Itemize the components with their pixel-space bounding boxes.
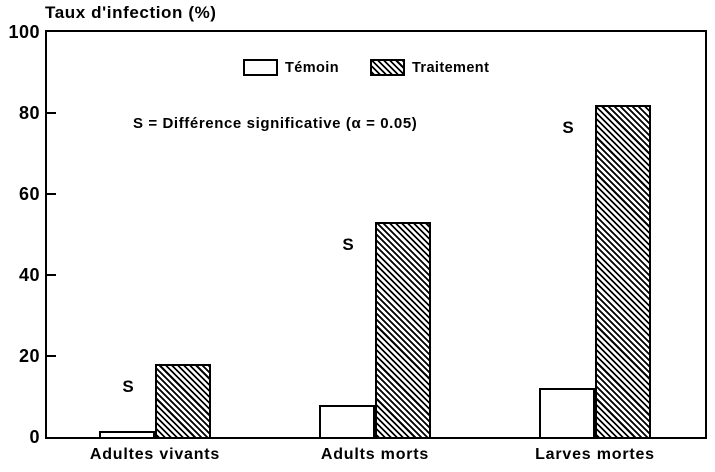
bar-temoin-0 xyxy=(99,431,155,437)
legend-swatch-traitement xyxy=(369,59,405,76)
y-axis-tick-mark xyxy=(47,274,56,276)
y-axis-tick-mark xyxy=(47,193,56,195)
bar-traitement-1 xyxy=(375,222,431,437)
y-axis-tick-label: 20 xyxy=(18,346,40,366)
legend-label-temoin: Témoin xyxy=(285,59,339,76)
legend-swatch-temoin xyxy=(243,59,278,76)
y-axis-tick-mark xyxy=(47,112,56,114)
bar-temoin-1 xyxy=(319,405,375,437)
y-axis-tick-label: 60 xyxy=(18,184,40,204)
bar-traitement-2 xyxy=(595,105,651,437)
plot-area: Témoin Traitement S = Différence signifi… xyxy=(45,30,707,439)
y-axis-tick-label: 0 xyxy=(29,427,40,447)
significance-note: S = Différence significative (α = 0.05) xyxy=(133,115,418,132)
y-axis-tick-label: 80 xyxy=(18,103,40,123)
y-axis-tick-label: 40 xyxy=(18,265,40,285)
bar-temoin-2 xyxy=(539,388,595,437)
legend-label-traitement: Traitement xyxy=(411,59,490,76)
y-axis-tick-mark xyxy=(47,355,56,357)
significance-marker-1: S xyxy=(342,235,354,254)
chart-title: Taux d'infection (%) xyxy=(45,3,217,22)
bar-traitement-0 xyxy=(155,364,211,437)
legend: Témoin Traitement xyxy=(243,59,489,76)
x-category-label-0: Adultes vivants xyxy=(89,446,221,463)
y-axis-tick-label: 100 xyxy=(8,22,40,42)
significance-marker-2: S xyxy=(562,118,574,137)
x-category-label-1: Adults morts xyxy=(320,446,430,463)
significance-marker-0: S xyxy=(122,377,134,396)
x-category-label-2: Larves mortes xyxy=(535,446,655,463)
